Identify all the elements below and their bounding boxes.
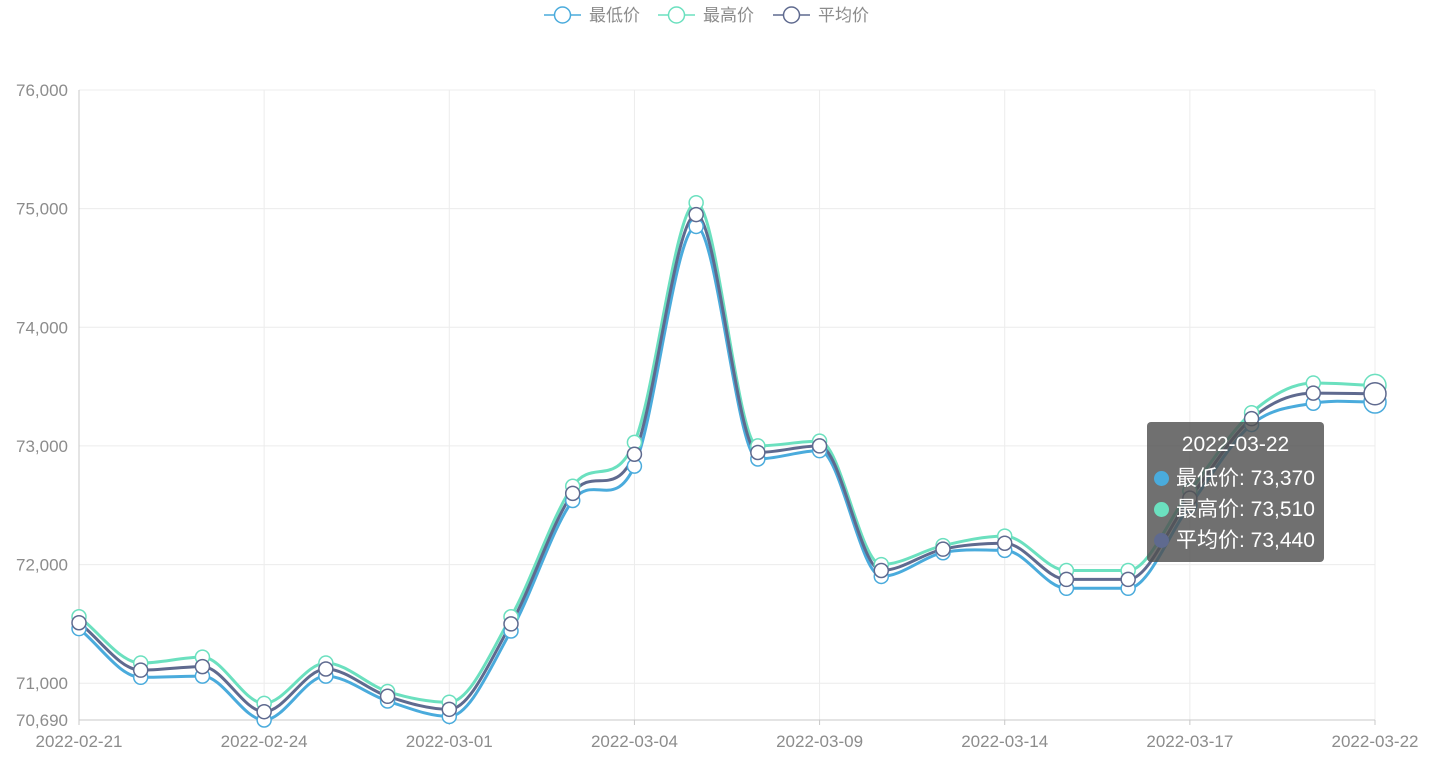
x-tick-label-1: 2022-02-24 <box>221 732 308 751</box>
legend-marker-2[interactable] <box>782 6 801 24</box>
series-2-point-3[interactable] <box>256 703 272 720</box>
x-tick-label-4: 2022-03-09 <box>776 732 863 751</box>
tooltip-dot-high <box>1154 502 1169 517</box>
axes <box>78 90 1375 721</box>
series-2-point-10[interactable] <box>688 206 704 223</box>
legend-label-1[interactable]: 最高价 <box>703 6 754 25</box>
x-tick-label-2: 2022-03-01 <box>406 732 493 751</box>
x-tick-label-6: 2022-03-17 <box>1146 732 1233 751</box>
series-2-point-5[interactable] <box>379 688 396 705</box>
series-2-point-12[interactable] <box>811 438 828 454</box>
x-tick-label-3: 2022-03-04 <box>591 732 678 751</box>
tooltip: 2022-03-22 最低价: 73,370 最高价: 73,510 平均价: … <box>1147 422 1324 562</box>
series-2-point-2[interactable] <box>194 658 211 675</box>
y-tick-label-0: 70,690 <box>16 711 68 730</box>
series-2-point-6[interactable] <box>441 701 458 718</box>
x-tick-label-0: 2022-02-21 <box>36 732 123 751</box>
series-2-point-9[interactable] <box>626 446 643 462</box>
y-tick-label-6: 76,000 <box>16 81 68 100</box>
y-tick-label-3: 73,000 <box>16 437 68 456</box>
series-2-point-13[interactable] <box>873 562 890 579</box>
series-2-point-21[interactable] <box>1363 381 1387 406</box>
y-tick-label-1: 71,000 <box>16 674 68 693</box>
legend-marker-0[interactable] <box>553 6 572 24</box>
tooltip-title: 2022-03-22 <box>1181 433 1290 456</box>
x-tick-label-7: 2022-03-22 <box>1332 732 1419 751</box>
series-2-point-16[interactable] <box>1058 571 1075 588</box>
series-2-point-1[interactable] <box>132 662 149 678</box>
series-line-2 <box>78 213 1376 714</box>
y-tick-label-4: 74,000 <box>16 318 68 337</box>
series-2-point-0[interactable] <box>71 614 87 631</box>
tooltip-row-avg: 平均价: 73,440 <box>1147 525 1324 556</box>
legend-label-0[interactable]: 最低价 <box>589 6 640 25</box>
y-axis-ticks: 70,690 71,000 72,000 73,000 74,000 75,000 76,0… <box>16 81 68 730</box>
series-2-point-14[interactable] <box>935 541 951 557</box>
legend: 最低价 最高价 平均价 <box>544 6 869 25</box>
series-2-point-7[interactable] <box>503 616 519 632</box>
tooltip-label-low: 最低价: 73,370 <box>1176 467 1315 490</box>
tooltip-dot-low <box>1154 471 1169 486</box>
tooltip-label-high: 最高价: 73,510 <box>1176 498 1315 521</box>
tooltip-label-avg: 平均价: 73,440 <box>1176 529 1315 552</box>
y-tick-label-2: 72,000 <box>16 556 68 575</box>
tooltip-dot-avg <box>1154 533 1169 548</box>
x-axis-ticks: 2022-02-21 2022-02-24 2022-03-01 2022-03-04… <box>36 720 1419 751</box>
series-2-point-8[interactable] <box>564 485 581 502</box>
x-tick-label-5: 2022-03-14 <box>961 732 1048 751</box>
grid-lines <box>79 89 1376 720</box>
series-2-point-11[interactable] <box>750 444 766 461</box>
tooltip-row-high: 最高价: 73,510 <box>1147 494 1324 525</box>
series-2-point-17[interactable] <box>1120 571 1136 588</box>
legend-marker-1[interactable] <box>667 6 686 24</box>
series-2-point-20[interactable] <box>1305 385 1322 401</box>
tooltip-row-low: 最低价: 73,370 <box>1147 463 1324 494</box>
series-2-point-15[interactable] <box>996 535 1013 551</box>
y-tick-label-5: 75,000 <box>16 200 68 219</box>
legend-label-2[interactable]: 平均价 <box>818 6 869 25</box>
series-2-point-4[interactable] <box>318 661 334 677</box>
